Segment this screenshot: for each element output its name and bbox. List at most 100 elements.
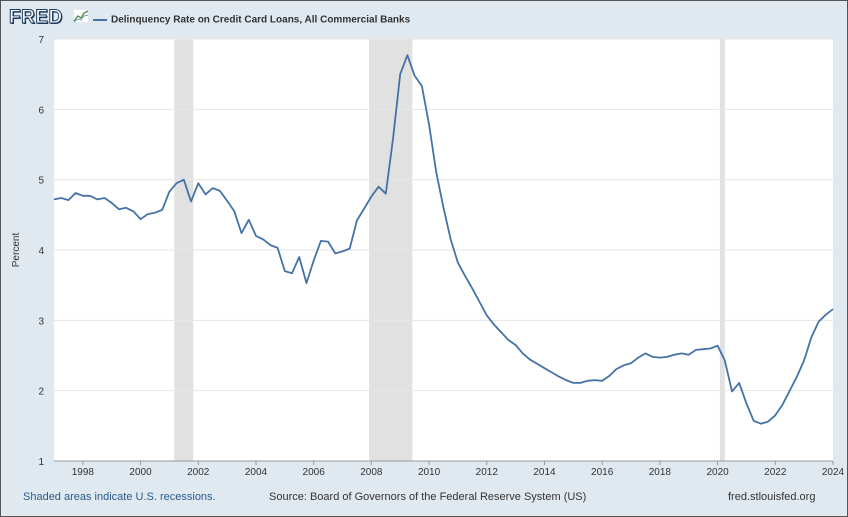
data-point[interactable] bbox=[68, 199, 70, 201]
data-point[interactable] bbox=[169, 191, 171, 193]
data-point[interactable] bbox=[205, 194, 207, 196]
data-point[interactable] bbox=[147, 213, 149, 215]
data-point[interactable] bbox=[198, 182, 200, 184]
data-point[interactable] bbox=[284, 270, 286, 272]
data-point[interactable] bbox=[702, 348, 704, 350]
data-point[interactable] bbox=[500, 332, 502, 334]
data-point[interactable] bbox=[241, 232, 243, 234]
data-point[interactable] bbox=[176, 182, 178, 184]
data-point[interactable] bbox=[710, 348, 712, 350]
data-point[interactable] bbox=[479, 301, 481, 303]
data-point[interactable] bbox=[234, 211, 236, 213]
data-point[interactable] bbox=[601, 380, 603, 382]
data-point[interactable] bbox=[464, 275, 466, 277]
data-point[interactable] bbox=[645, 353, 647, 355]
data-point[interactable] bbox=[753, 420, 755, 422]
data-point[interactable] bbox=[385, 193, 387, 195]
data-point[interactable] bbox=[782, 404, 784, 406]
site-link[interactable]: fred.stlouisfed.org bbox=[728, 491, 816, 503]
data-point[interactable] bbox=[443, 207, 445, 209]
data-point[interactable] bbox=[428, 124, 430, 126]
data-point[interactable] bbox=[371, 196, 373, 198]
data-point[interactable] bbox=[580, 382, 582, 384]
data-point[interactable] bbox=[97, 199, 99, 201]
data-point[interactable] bbox=[472, 288, 474, 290]
data-point[interactable] bbox=[342, 251, 344, 253]
series-legend[interactable]: Delinquency Rate on Credit Card Loans, A… bbox=[93, 11, 410, 29]
data-point[interactable] bbox=[414, 75, 416, 77]
data-point[interactable] bbox=[226, 200, 228, 202]
data-point[interactable] bbox=[767, 421, 769, 423]
data-point[interactable] bbox=[104, 197, 106, 199]
data-point[interactable] bbox=[609, 375, 611, 377]
data-point[interactable] bbox=[248, 219, 250, 221]
data-point[interactable] bbox=[724, 360, 726, 362]
data-point[interactable] bbox=[378, 186, 380, 188]
data-point[interactable] bbox=[746, 403, 748, 405]
data-point[interactable] bbox=[666, 356, 668, 358]
data-point[interactable] bbox=[212, 187, 214, 189]
data-point[interactable] bbox=[363, 208, 365, 210]
data-point[interactable] bbox=[695, 349, 697, 351]
data-point[interactable] bbox=[450, 239, 452, 241]
data-point[interactable] bbox=[731, 391, 733, 393]
data-point[interactable] bbox=[190, 201, 192, 203]
data-point[interactable] bbox=[789, 390, 791, 392]
data-point[interactable] bbox=[335, 253, 337, 255]
data-point[interactable] bbox=[659, 357, 661, 359]
data-point[interactable] bbox=[760, 423, 762, 425]
data-point[interactable] bbox=[803, 360, 805, 362]
data-point[interactable] bbox=[255, 235, 257, 237]
data-point[interactable] bbox=[565, 379, 567, 381]
data-point[interactable] bbox=[811, 336, 813, 338]
data-point[interactable] bbox=[306, 282, 308, 284]
data-point[interactable] bbox=[75, 192, 77, 194]
data-point[interactable] bbox=[573, 382, 575, 384]
data-point[interactable] bbox=[594, 379, 596, 381]
data-point[interactable] bbox=[183, 179, 185, 181]
data-point[interactable] bbox=[681, 353, 683, 355]
data-point[interactable] bbox=[219, 190, 221, 192]
series-line[interactable] bbox=[53, 54, 834, 425]
data-point[interactable] bbox=[508, 339, 510, 341]
data-point[interactable] bbox=[674, 354, 676, 356]
data-point[interactable] bbox=[392, 138, 394, 140]
data-point[interactable] bbox=[638, 357, 640, 359]
data-point[interactable] bbox=[262, 239, 264, 241]
data-point[interactable] bbox=[616, 368, 618, 370]
data-point[interactable] bbox=[277, 247, 279, 249]
data-point[interactable] bbox=[544, 367, 546, 369]
data-point[interactable] bbox=[688, 354, 690, 356]
data-point[interactable] bbox=[436, 172, 438, 174]
data-point[interactable] bbox=[291, 272, 293, 274]
data-point[interactable] bbox=[486, 315, 488, 317]
data-point[interactable] bbox=[313, 260, 315, 262]
data-point[interactable] bbox=[53, 199, 55, 201]
data-point[interactable] bbox=[775, 415, 777, 417]
data-point[interactable] bbox=[349, 248, 351, 250]
data-point[interactable] bbox=[140, 218, 142, 220]
data-point[interactable] bbox=[529, 359, 531, 361]
data-point[interactable] bbox=[82, 195, 84, 197]
data-point[interactable] bbox=[738, 382, 740, 384]
data-point[interactable] bbox=[832, 308, 834, 310]
data-point[interactable] bbox=[652, 356, 654, 358]
data-point[interactable] bbox=[796, 376, 798, 378]
data-point[interactable] bbox=[89, 195, 91, 197]
data-point[interactable] bbox=[537, 363, 539, 365]
data-point[interactable] bbox=[399, 73, 401, 75]
data-point[interactable] bbox=[270, 244, 272, 246]
data-point[interactable] bbox=[421, 85, 423, 87]
data-point[interactable] bbox=[493, 324, 495, 326]
data-point[interactable] bbox=[717, 345, 719, 347]
data-point[interactable] bbox=[522, 353, 524, 355]
data-point[interactable] bbox=[515, 344, 517, 346]
data-point[interactable] bbox=[118, 208, 120, 210]
data-point[interactable] bbox=[125, 207, 127, 209]
data-point[interactable] bbox=[327, 241, 329, 243]
data-point[interactable] bbox=[630, 362, 632, 364]
data-point[interactable] bbox=[587, 380, 589, 382]
data-point[interactable] bbox=[154, 212, 156, 214]
data-point[interactable] bbox=[551, 372, 553, 374]
data-point[interactable] bbox=[320, 240, 322, 242]
